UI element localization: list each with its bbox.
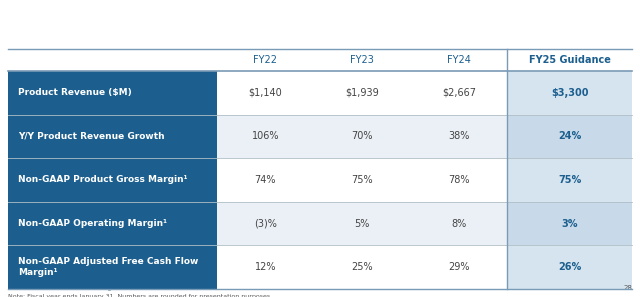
Text: 29%: 29% [448, 262, 470, 272]
Bar [217, 245, 314, 289]
Text: FY23: FY23 [350, 55, 374, 65]
Bar [8, 71, 217, 115]
Text: Y/Y Product Revenue Growth: Y/Y Product Revenue Growth [18, 132, 164, 141]
Text: Non-GAAP Product Gross Margin¹: Non-GAAP Product Gross Margin¹ [18, 176, 188, 184]
Bar [217, 71, 314, 115]
Text: (3)%: (3)% [254, 219, 277, 229]
Text: 38%: 38% [448, 131, 470, 141]
Bar [410, 202, 508, 245]
Text: ❄: ❄ [8, 281, 16, 291]
Bar [410, 158, 508, 202]
Text: FY22: FY22 [253, 55, 277, 65]
Text: 78%: 78% [448, 175, 470, 185]
Text: 3%: 3% [561, 219, 578, 229]
Bar [8, 245, 217, 289]
Text: 28: 28 [623, 285, 632, 291]
Text: 74%: 74% [255, 175, 276, 185]
Text: Non-GAAP Operating Margin¹: Non-GAAP Operating Margin¹ [18, 219, 167, 228]
Bar [314, 158, 410, 202]
Bar [508, 115, 632, 158]
Text: FY25 Guidance: FY25 Guidance [529, 55, 611, 65]
Text: FY24: FY24 [447, 55, 471, 65]
Bar [8, 115, 217, 158]
Bar [314, 71, 410, 115]
Bar [217, 202, 314, 245]
Bar [8, 49, 632, 71]
Bar [8, 158, 217, 202]
Text: Non-GAAP Adjusted Free Cash Flow
Margin¹: Non-GAAP Adjusted Free Cash Flow Margin¹ [18, 257, 198, 277]
Bar [508, 202, 632, 245]
Text: 25%: 25% [351, 262, 373, 272]
Bar [217, 158, 314, 202]
Text: $2,667: $2,667 [442, 88, 476, 98]
Bar [314, 115, 410, 158]
Text: 75%: 75% [558, 175, 581, 185]
Text: 8%: 8% [451, 219, 467, 229]
Bar [410, 115, 508, 158]
Bar [508, 158, 632, 202]
Text: 5%: 5% [355, 219, 370, 229]
Bar [410, 245, 508, 289]
Text: 12%: 12% [255, 262, 276, 272]
Bar [8, 202, 217, 245]
Text: $1,140: $1,140 [248, 88, 282, 98]
Bar [314, 202, 410, 245]
Bar [508, 71, 632, 115]
Text: 24%: 24% [558, 131, 581, 141]
Text: Note: Fiscal year ends January 31. Numbers are rounded for presentation purposes: Note: Fiscal year ends January 31. Numbe… [8, 294, 272, 297]
Text: 106%: 106% [252, 131, 279, 141]
Text: $3,300: $3,300 [551, 88, 588, 98]
Text: 75%: 75% [351, 175, 373, 185]
Text: $1,939: $1,939 [345, 88, 379, 98]
Text: 26%: 26% [558, 262, 581, 272]
Bar [314, 245, 410, 289]
Text: © 2024 Snowflake Inc. All Rights Reserved: © 2024 Snowflake Inc. All Rights Reserve… [18, 285, 152, 291]
Bar [217, 115, 314, 158]
Text: Product Revenue ($M): Product Revenue ($M) [18, 88, 132, 97]
Bar [508, 245, 632, 289]
Bar [410, 71, 508, 115]
Text: 70%: 70% [351, 131, 373, 141]
